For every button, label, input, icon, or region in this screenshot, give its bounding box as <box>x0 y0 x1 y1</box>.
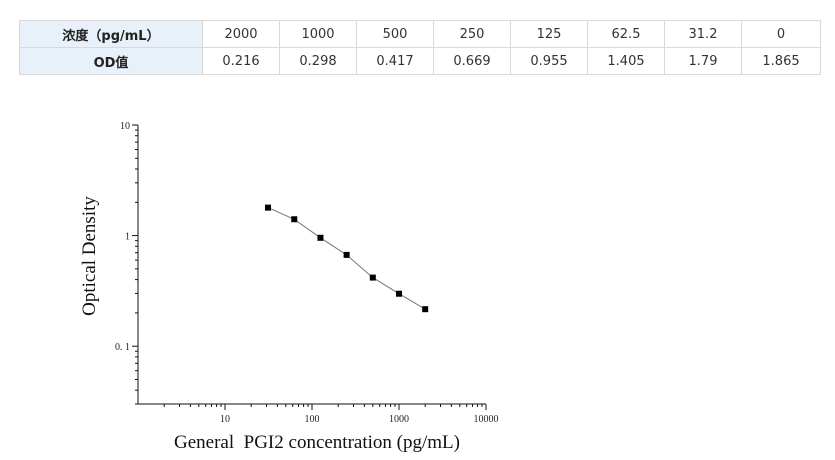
x-axis-label: General PGI2 concentration (pg/mL) <box>174 432 460 453</box>
concentration-row: 浓度（pg/mL） 2000 1000 500 250 125 62.5 31.… <box>19 20 821 48</box>
od-cell: 1.865 <box>741 47 821 75</box>
data-point <box>422 306 429 313</box>
concentration-cell: 250 <box>433 20 511 48</box>
chart-axes <box>137 125 486 405</box>
od-cell: 1.405 <box>587 47 665 75</box>
y-tick-label: 1 <box>125 232 130 243</box>
od-cell: 0.298 <box>279 47 357 75</box>
concentration-cell: 2000 <box>202 20 280 48</box>
y-axis-label: Optical Density <box>79 196 100 316</box>
x-tick-label: 1000 <box>389 414 409 425</box>
data-point <box>343 251 350 258</box>
standard-data-table: 浓度（pg/mL） 2000 1000 500 250 125 62.5 31.… <box>19 20 821 75</box>
data-point <box>291 216 298 223</box>
chart-ticks: 10 100 1000 10000 0. 1 1 10 <box>115 121 499 425</box>
od-cell: 0.417 <box>356 47 434 75</box>
od-cell: 0.955 <box>510 47 588 75</box>
od-cell: 0.669 <box>433 47 511 75</box>
od-cell: 1.79 <box>664 47 742 75</box>
data-point <box>396 290 402 297</box>
concentration-cell: 62.5 <box>587 20 665 48</box>
y-tick-label: 10 <box>120 121 130 132</box>
x-tick-label: 10 <box>220 414 230 425</box>
concentration-cell: 0 <box>741 20 821 48</box>
concentration-cell: 125 <box>510 20 588 48</box>
od-cell: 0.216 <box>202 47 280 75</box>
data-points <box>264 204 429 313</box>
od-row: OD值 0.216 0.298 0.417 0.669 0.955 1.405 … <box>19 47 821 75</box>
x-tick-label: 100 <box>305 414 320 425</box>
concentration-header: 浓度（pg/mL） <box>19 20 203 48</box>
data-point <box>317 234 324 241</box>
data-point <box>369 274 376 281</box>
x-tick-label: 10000 <box>474 414 499 425</box>
data-point <box>264 204 271 211</box>
y-tick-label: 0. 1 <box>115 342 130 353</box>
od-header: OD值 <box>19 47 203 75</box>
concentration-cell: 1000 <box>279 20 357 48</box>
